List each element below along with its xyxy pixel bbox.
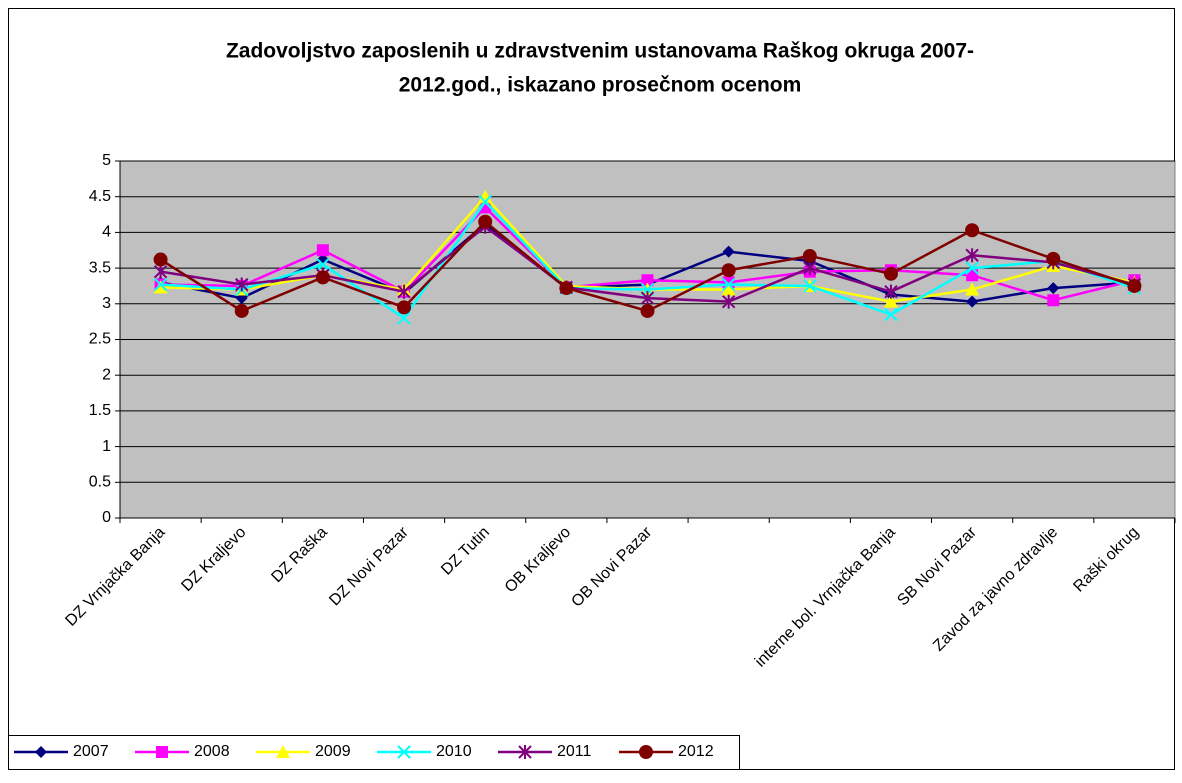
marker [153, 264, 168, 279]
marker [721, 282, 736, 296]
legend-marker [397, 745, 411, 759]
marker [721, 294, 736, 309]
marker [397, 300, 412, 315]
legend-marker [518, 745, 532, 759]
legend [8, 735, 740, 770]
marker [965, 282, 980, 296]
marker [722, 245, 735, 258]
marker [153, 252, 168, 267]
legend-marker [156, 746, 168, 758]
marker [721, 277, 736, 292]
marker [235, 277, 249, 292]
y-tick-label: 2.5 [89, 331, 111, 348]
marker [965, 248, 979, 263]
y-tick-label: 0.5 [89, 474, 111, 491]
marker [640, 291, 655, 306]
y-tick-label: 4.5 [89, 188, 111, 205]
marker [153, 280, 168, 294]
legend-label: 2009 [315, 743, 351, 760]
marker [966, 295, 979, 308]
y-tick-label: 4 [102, 224, 111, 241]
marker [640, 303, 655, 318]
marker [316, 257, 330, 272]
legend-label: 2008 [194, 743, 230, 760]
marker [883, 266, 898, 281]
marker [397, 284, 411, 299]
y-tick-label: 3 [102, 295, 111, 312]
marker [802, 248, 817, 263]
marker [316, 244, 329, 257]
marker [478, 214, 493, 229]
marker [965, 261, 979, 275]
legend-label: 2011 [557, 743, 592, 760]
marker [1047, 294, 1060, 307]
legend-label: 2012 [678, 743, 714, 760]
marker [884, 284, 898, 299]
y-tick-label: 5 [102, 152, 111, 169]
legend-marker [35, 746, 47, 758]
chart-title: 2012.god., iskazano prosečnom ocenom [399, 74, 802, 97]
y-tick-label: 2 [102, 366, 111, 383]
marker [478, 194, 492, 209]
marker [641, 274, 654, 287]
series [153, 214, 1142, 318]
y-tick-label: 3.5 [89, 259, 111, 276]
legend-marker [276, 745, 290, 758]
marker [1046, 251, 1061, 266]
legend-label: 2007 [73, 743, 109, 760]
marker [315, 270, 330, 285]
chart-title: Zadovoljstvo zaposlenih u zdravstvenim u… [226, 40, 974, 63]
marker [153, 277, 168, 292]
marker [803, 261, 817, 276]
marker [397, 311, 411, 325]
legend-marker [639, 745, 653, 759]
y-tick-label: 1.5 [89, 402, 111, 419]
marker [1127, 278, 1142, 293]
marker [884, 307, 898, 322]
marker [559, 281, 574, 296]
y-tick-label: 0 [102, 509, 111, 526]
marker [721, 263, 736, 278]
marker [1047, 282, 1060, 295]
legend-label: 2010 [436, 743, 472, 760]
marker [803, 279, 817, 293]
marker [234, 303, 249, 318]
marker [883, 294, 898, 308]
y-tick-label: 1 [102, 438, 111, 455]
marker [965, 223, 980, 238]
